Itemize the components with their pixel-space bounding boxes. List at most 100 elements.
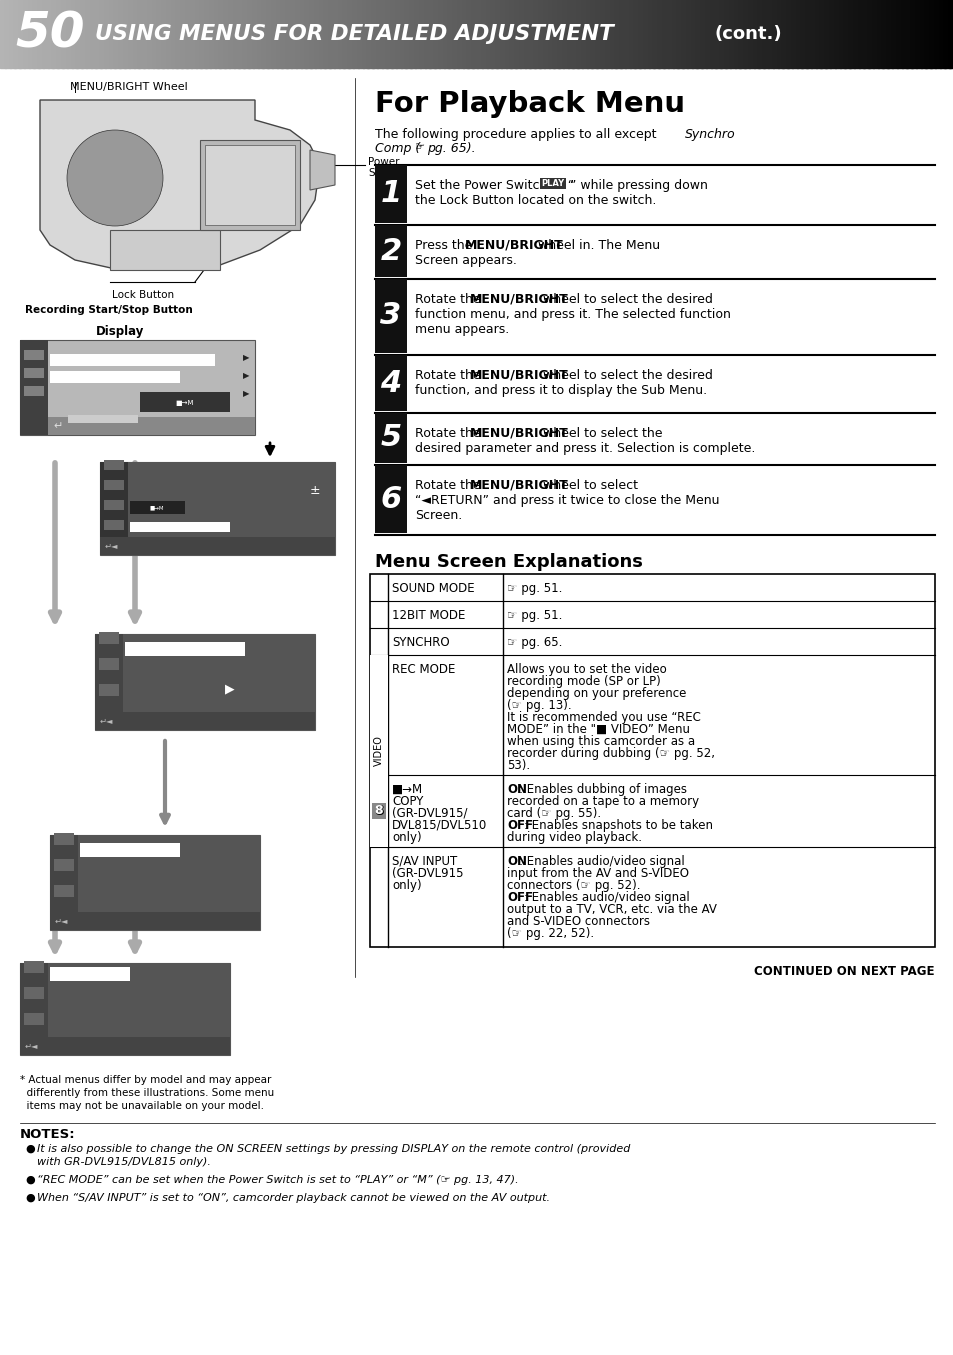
Bar: [95, 634, 314, 730]
Text: USING MENUS FOR DETAILED ADJUSTMENT: USING MENUS FOR DETAILED ADJUSTMENT: [95, 24, 613, 43]
Bar: [662, 0, 669, 68]
Text: 12BIT MODE: 12BIT MODE: [392, 608, 465, 622]
Bar: [54, 885, 74, 897]
Text: It is also possible to change the ON SCREEN settings by pressing DISPLAY on the : It is also possible to change the ON SCR…: [37, 1144, 630, 1154]
Text: ☞ pg. 51.: ☞ pg. 51.: [506, 583, 561, 595]
Bar: [5, 0, 11, 68]
Bar: [24, 1014, 44, 1024]
Bar: [105, 0, 112, 68]
Bar: [810, 0, 817, 68]
Text: ON: ON: [506, 855, 526, 869]
Bar: [815, 0, 821, 68]
Text: (cont.): (cont.): [714, 24, 781, 43]
Text: Screen.: Screen.: [415, 509, 462, 522]
Text: SYNCHRO: SYNCHRO: [392, 635, 449, 649]
Bar: [68, 415, 138, 423]
Text: MENU/BRIGHT: MENU/BRIGHT: [470, 369, 568, 382]
Bar: [758, 0, 764, 68]
Bar: [901, 0, 907, 68]
Text: S/AV INPUT: S/AV INPUT: [392, 855, 456, 869]
Bar: [724, 0, 731, 68]
Text: OFF: OFF: [506, 892, 533, 904]
Bar: [20, 340, 254, 435]
Text: Allows you to set the video: Allows you to set the video: [506, 663, 666, 676]
Text: input from the AV and S-VIDEO: input from the AV and S-VIDEO: [506, 867, 688, 879]
Bar: [786, 0, 793, 68]
Bar: [705, 0, 712, 68]
Bar: [643, 0, 650, 68]
Bar: [553, 0, 559, 68]
Bar: [658, 0, 664, 68]
Text: Switch: Switch: [368, 168, 402, 178]
Bar: [210, 0, 216, 68]
Text: when using this camcorder as a: when using this camcorder as a: [506, 734, 695, 748]
Bar: [648, 0, 655, 68]
Bar: [172, 0, 178, 68]
Bar: [405, 0, 412, 68]
Text: DVL815/DVL510: DVL815/DVL510: [392, 818, 487, 832]
Bar: [486, 0, 493, 68]
Bar: [114, 0, 121, 68]
Bar: [524, 0, 531, 68]
Text: ☞ pg. 65.: ☞ pg. 65.: [506, 635, 561, 649]
Bar: [843, 0, 850, 68]
Text: 3: 3: [380, 302, 401, 331]
Bar: [915, 0, 922, 68]
Bar: [434, 0, 440, 68]
Bar: [543, 0, 550, 68]
Text: Rotate the: Rotate the: [415, 293, 484, 306]
Bar: [95, 634, 123, 730]
Bar: [50, 912, 260, 930]
Text: wheel to select the desired: wheel to select the desired: [538, 293, 713, 306]
Text: 8: 8: [375, 805, 383, 817]
Bar: [81, 0, 88, 68]
Bar: [948, 0, 953, 68]
Bar: [577, 0, 583, 68]
Bar: [57, 0, 64, 68]
Bar: [438, 0, 445, 68]
Bar: [400, 0, 407, 68]
Text: function, and press it to display the Sub Menu.: function, and press it to display the Su…: [415, 383, 706, 397]
Bar: [95, 0, 102, 68]
Bar: [934, 0, 941, 68]
Bar: [829, 0, 836, 68]
Bar: [481, 0, 488, 68]
Bar: [20, 340, 48, 435]
Text: wheel in. The Menu: wheel in. The Menu: [534, 238, 659, 252]
Bar: [162, 0, 169, 68]
Bar: [476, 0, 483, 68]
Bar: [54, 859, 74, 871]
Bar: [295, 0, 302, 68]
Bar: [50, 835, 78, 930]
Bar: [867, 0, 874, 68]
Bar: [238, 0, 245, 68]
Bar: [129, 0, 135, 68]
Bar: [767, 0, 774, 68]
Bar: [510, 0, 517, 68]
Text: recorded on a tape to a memory: recorded on a tape to a memory: [506, 795, 699, 808]
Bar: [472, 0, 478, 68]
Bar: [375, 413, 407, 463]
Bar: [176, 0, 183, 68]
Bar: [100, 0, 107, 68]
Bar: [253, 0, 259, 68]
Text: wheel to select the desired: wheel to select the desired: [538, 369, 713, 382]
Bar: [324, 0, 331, 68]
Text: connectors (☞ pg. 52).: connectors (☞ pg. 52).: [506, 879, 639, 892]
Bar: [739, 0, 745, 68]
Bar: [824, 0, 831, 68]
Bar: [110, 0, 116, 68]
Bar: [496, 0, 502, 68]
Bar: [20, 1037, 230, 1056]
Bar: [634, 0, 640, 68]
Text: For Playback Menu: For Playback Menu: [375, 89, 684, 118]
Bar: [152, 0, 159, 68]
Bar: [862, 0, 869, 68]
Bar: [191, 0, 197, 68]
Text: It is recommended you use “REC: It is recommended you use “REC: [506, 711, 700, 724]
Bar: [140, 392, 230, 412]
Text: MENU/BRIGHT: MENU/BRIGHT: [470, 480, 568, 492]
Bar: [50, 967, 130, 981]
Bar: [343, 0, 350, 68]
Bar: [375, 225, 407, 276]
